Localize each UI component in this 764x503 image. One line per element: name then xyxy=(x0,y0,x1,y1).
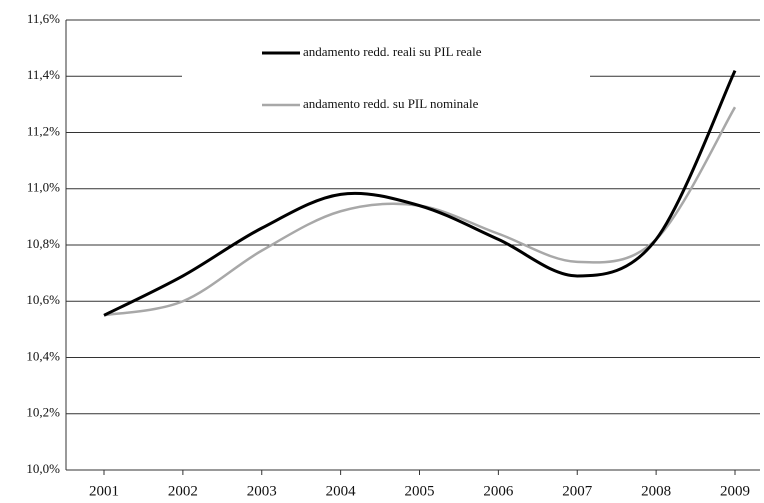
y-tick-label: 11,6% xyxy=(27,11,60,26)
x-tick-label: 2007 xyxy=(562,483,593,499)
y-tick-label: 10,4% xyxy=(26,348,60,363)
x-tick-label: 2002 xyxy=(168,483,198,499)
y-tick-label: 10,2% xyxy=(26,405,60,420)
x-tick-label: 2001 xyxy=(89,483,119,499)
legend-label: andamento redd. su PIL nominale xyxy=(303,96,479,111)
y-tick-label: 10,6% xyxy=(26,292,60,307)
y-tick-label: 11,0% xyxy=(27,180,60,195)
legend-box xyxy=(182,36,590,122)
legend-label: andamento redd. reali su PIL reale xyxy=(303,44,482,59)
y-tick-label: 10,0% xyxy=(26,461,60,476)
line-series xyxy=(103,69,737,317)
x-tick-label: 2003 xyxy=(247,483,277,499)
line-series xyxy=(103,106,737,317)
x-tick-label: 2006 xyxy=(483,483,514,499)
x-tick-label: 2009 xyxy=(720,483,750,499)
x-tick-label: 2008 xyxy=(641,483,671,499)
x-tick-label: 2005 xyxy=(405,483,435,499)
x-tick-label: 2004 xyxy=(326,483,357,499)
y-tick-label: 10,8% xyxy=(26,236,60,251)
y-tick-label: 11,4% xyxy=(27,67,60,82)
y-tick-label: 11,2% xyxy=(27,123,60,138)
